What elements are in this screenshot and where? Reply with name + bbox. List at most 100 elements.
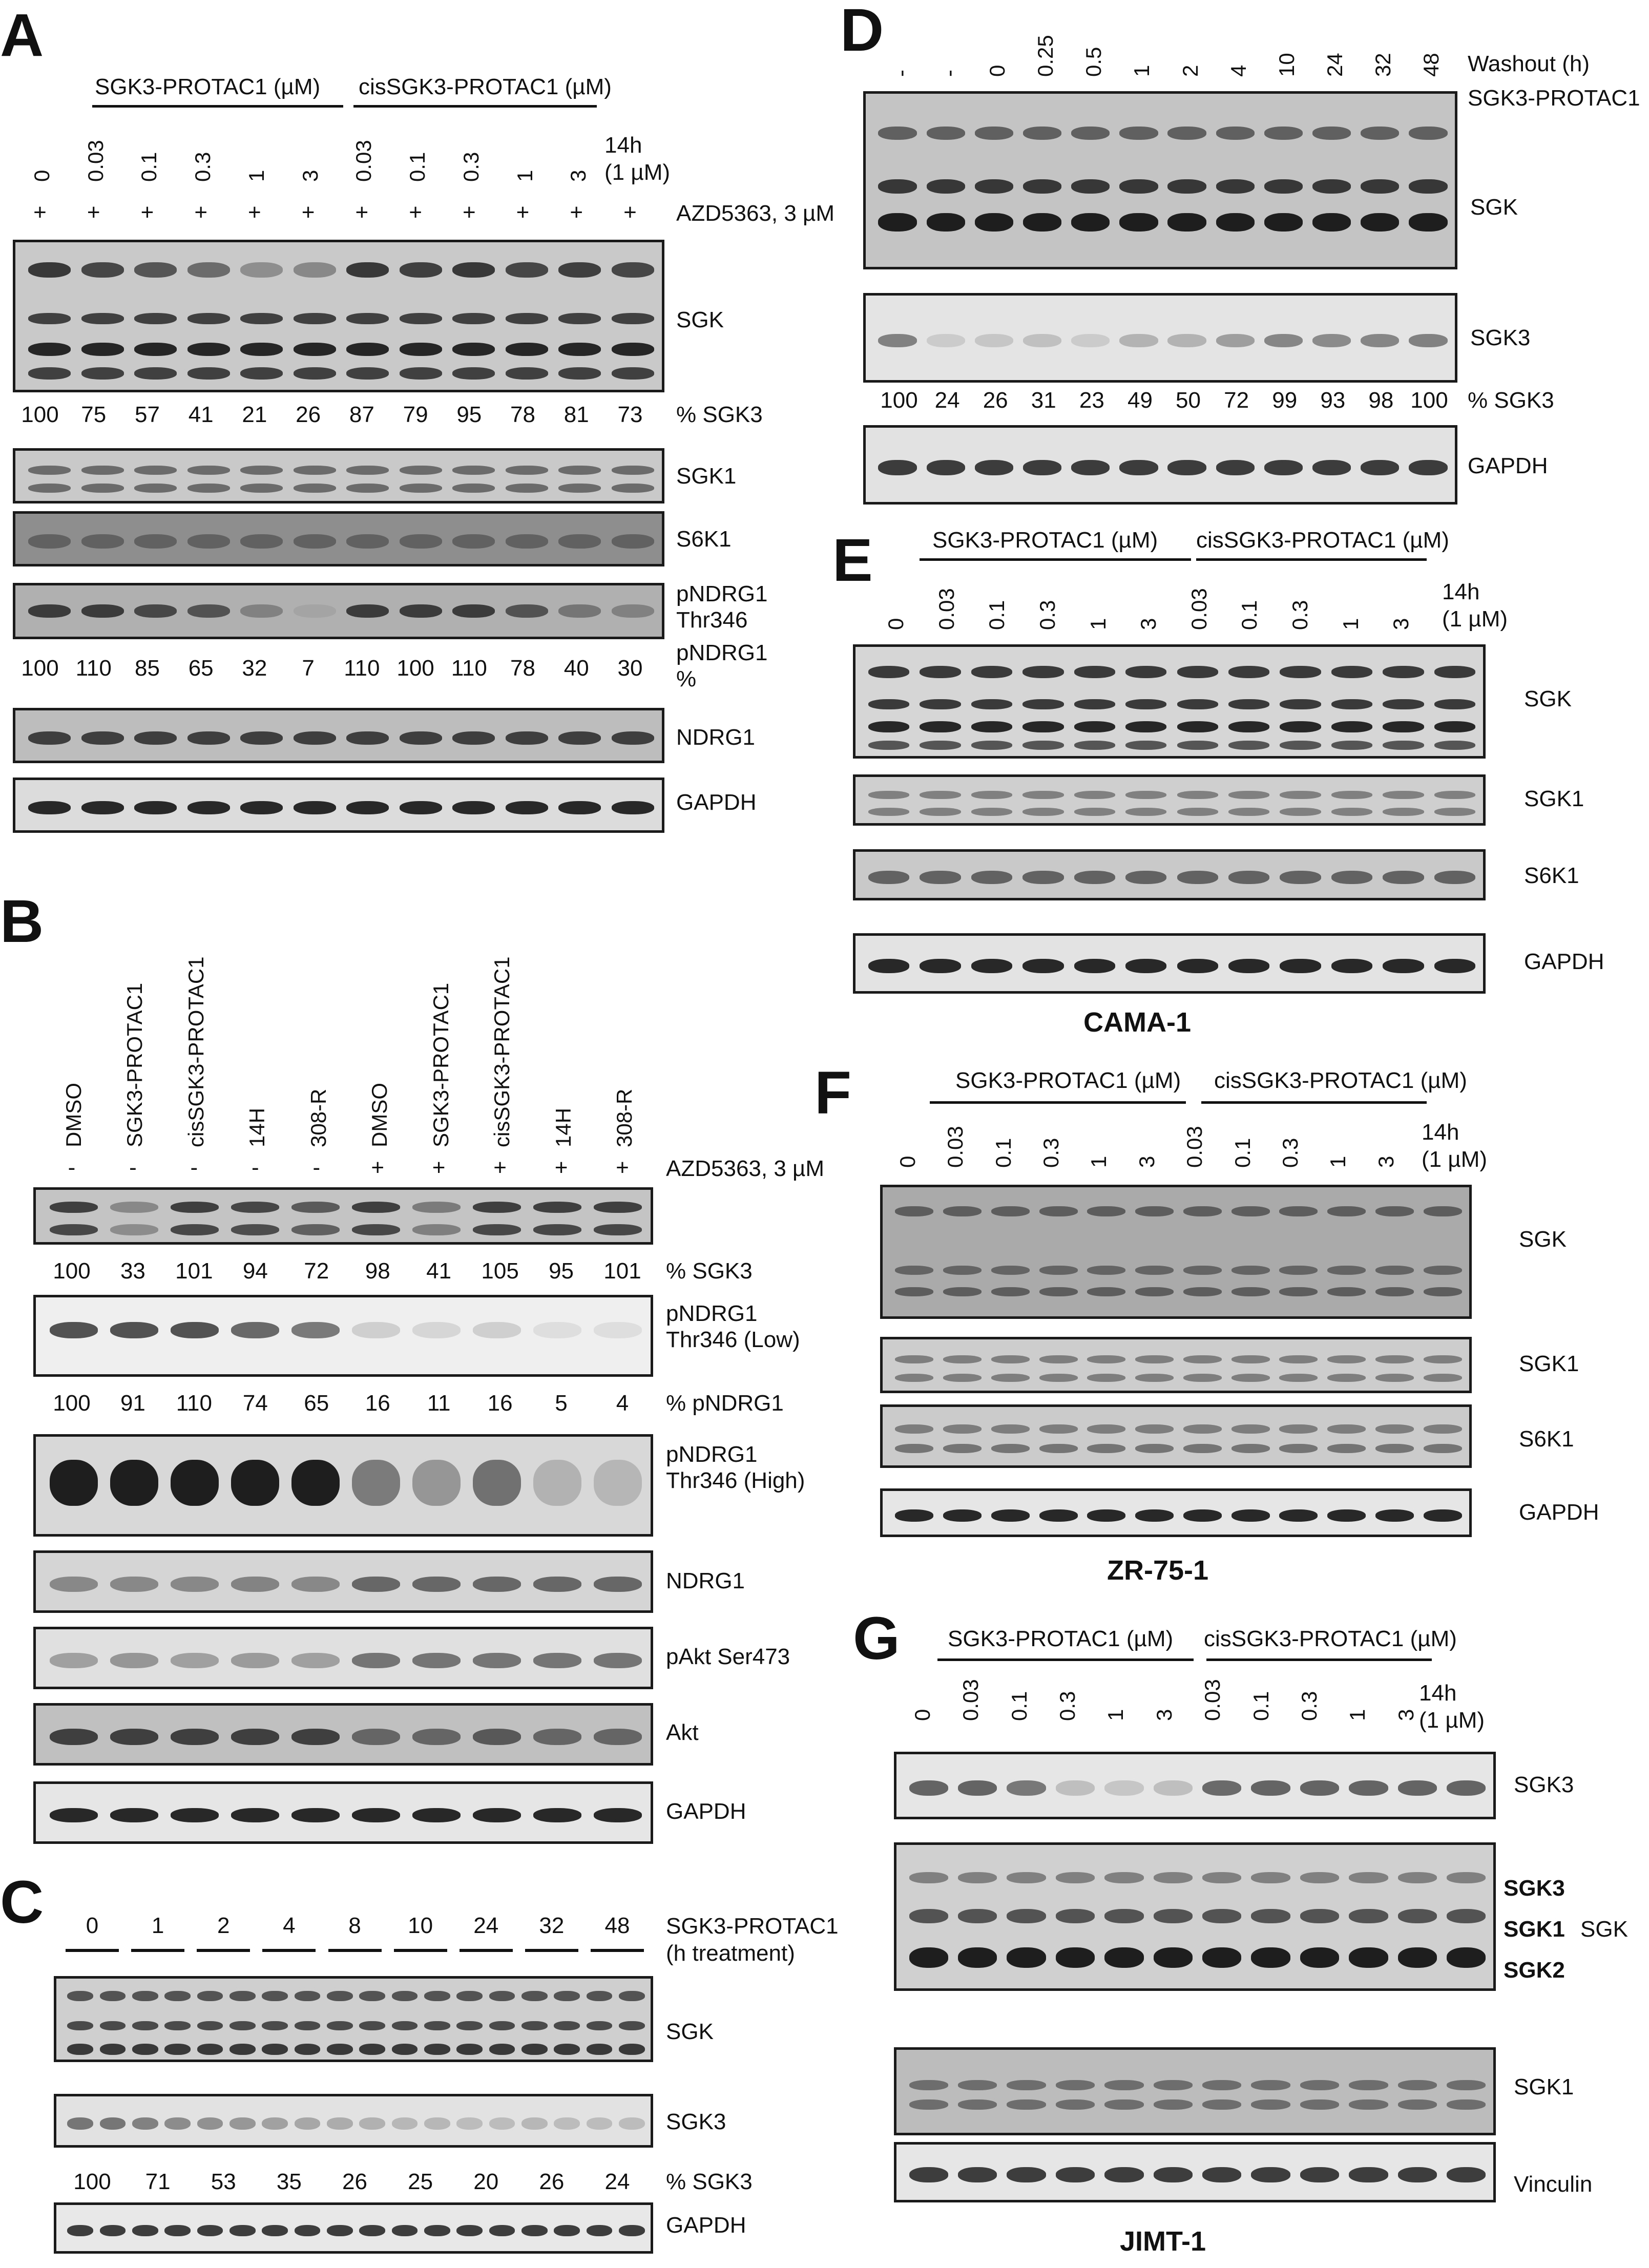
- blot-band: [1202, 2099, 1242, 2110]
- blot-band: [472, 1577, 521, 1592]
- blot-band: [132, 2117, 158, 2130]
- blot-band: [1022, 721, 1064, 733]
- blot-band: [187, 801, 230, 814]
- blot-sgk3: [54, 2094, 653, 2148]
- blot-band: [1119, 213, 1158, 232]
- blot-band: [67, 2021, 93, 2031]
- blot-band: [240, 313, 283, 324]
- lane-label: 3: [566, 170, 591, 182]
- treatment-label: AZD5363, 3 µM: [676, 201, 835, 226]
- blot-band: [424, 2117, 450, 2130]
- lane-label: 0.03: [1200, 1679, 1225, 1721]
- blot-band: [505, 262, 548, 278]
- blot-band: [1074, 721, 1116, 733]
- blot-s6k1: [13, 511, 664, 566]
- blot-band: [399, 731, 442, 745]
- treatment-sign: +: [570, 200, 583, 225]
- quant-sgk3: 50: [1176, 388, 1201, 413]
- blot-band: [586, 2117, 613, 2130]
- blot-band: [895, 1509, 934, 1522]
- blot-sgk: [894, 1842, 1496, 1991]
- blot-band: [1300, 2080, 1340, 2090]
- blot-sgk1: [894, 2047, 1496, 2135]
- blot-band: [974, 179, 1014, 194]
- group-label-cis: cisSGK3-PROTAC1 (µM): [1196, 528, 1449, 553]
- blot-band: [399, 367, 442, 380]
- group-label-cis: cisSGK3-PROTAC1 (µM): [1204, 1626, 1457, 1651]
- blot-band: [1447, 1947, 1486, 1968]
- blot-label-s6k1: S6K1: [1519, 1426, 1574, 1452]
- timepoint-bar: [66, 1949, 119, 1952]
- blot-band: [971, 959, 1013, 973]
- timepoint-bar: [328, 1949, 382, 1952]
- blot-band: [943, 1355, 982, 1363]
- lane-label: 0: [884, 618, 908, 630]
- blot-band: [586, 2043, 613, 2055]
- blot-band: [920, 699, 961, 709]
- group-line-cis: [1201, 1101, 1427, 1104]
- blot-band: [920, 791, 961, 799]
- blot-band: [1264, 126, 1303, 140]
- blot-band: [1202, 1947, 1242, 1968]
- blot-band: [1087, 1443, 1126, 1453]
- quant-sgk3: 95: [549, 1258, 574, 1284]
- blot-band: [1312, 333, 1351, 347]
- washout-label: 48: [1419, 53, 1443, 77]
- quant-sgk3: 100: [53, 1258, 91, 1284]
- blot-band: [1022, 740, 1064, 750]
- blot-band: [1231, 1287, 1270, 1297]
- quant-pndrg1: 11: [427, 1391, 451, 1416]
- blot-band: [1055, 2080, 1095, 2090]
- blot-band: [1039, 1509, 1078, 1522]
- treatment-sign: -: [129, 1155, 137, 1180]
- blot-band: [1087, 1266, 1126, 1275]
- blot-band: [1125, 699, 1167, 709]
- blot-band: [229, 2117, 256, 2130]
- blot-band: [1434, 808, 1475, 816]
- quant-sgk3: 49: [1127, 388, 1153, 413]
- lane-label: 0.3: [191, 152, 215, 182]
- timepoint-label: 4: [283, 1913, 296, 1938]
- blot-band: [1279, 1424, 1318, 1434]
- quant-sgk3: 41: [188, 402, 214, 427]
- blot-band: [868, 959, 910, 973]
- blot-band: [619, 2043, 645, 2055]
- panel-label-g: G: [853, 1605, 900, 1672]
- blot-band: [619, 2225, 645, 2236]
- blot-band: [1279, 1206, 1318, 1217]
- blot-band: [1375, 1355, 1414, 1363]
- blot-band: [1104, 2167, 1144, 2182]
- blot-band: [1375, 1206, 1414, 1217]
- blot-band: [231, 1729, 280, 1745]
- timepoint-bar: [459, 1949, 513, 1952]
- blot-band: [1409, 459, 1448, 475]
- blot-band: [1361, 459, 1400, 475]
- blot-band: [1375, 1509, 1414, 1522]
- blot-band: [28, 262, 71, 278]
- blot-band: [971, 721, 1013, 733]
- lane-label: 1: [244, 170, 268, 182]
- blot-band: [346, 731, 389, 745]
- blot-band: [505, 342, 548, 356]
- blot-band: [611, 313, 654, 324]
- blot-band: [28, 801, 71, 814]
- blot-band: [1039, 1206, 1078, 1217]
- blot-band: [1231, 1266, 1270, 1275]
- blot-band: [170, 1460, 219, 1506]
- blot-band: [1327, 1443, 1366, 1453]
- blot-band: [240, 262, 283, 278]
- quant-pndrg1: 65: [304, 1391, 329, 1416]
- blot-band: [170, 1201, 219, 1213]
- timepoint-label: 2: [217, 1913, 230, 1938]
- blot-band: [1125, 721, 1167, 733]
- lane-label: 3: [1152, 1709, 1176, 1721]
- blot-band: [1007, 1780, 1046, 1796]
- panel-label-a: A: [0, 2, 44, 69]
- blot-label-sgk1: SGK1: [1514, 2074, 1574, 2099]
- group-line-cis: [1196, 558, 1427, 561]
- blot-band: [170, 1808, 219, 1822]
- blot-band: [291, 1201, 340, 1213]
- blot-band: [294, 2225, 321, 2236]
- blot-band: [1383, 699, 1424, 709]
- blot-band: [1183, 1443, 1222, 1453]
